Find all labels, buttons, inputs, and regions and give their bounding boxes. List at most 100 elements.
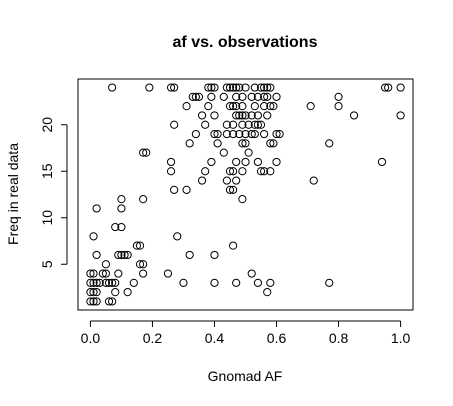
data-point	[173, 232, 182, 241]
data-point	[263, 92, 272, 101]
data-point	[247, 111, 256, 120]
data-point	[228, 185, 238, 194]
data-point	[238, 92, 247, 101]
data-point	[207, 92, 216, 101]
data-point	[256, 83, 266, 92]
data-point	[86, 288, 95, 297]
data-point	[123, 250, 132, 260]
data-point	[132, 241, 142, 250]
data-point	[222, 129, 231, 139]
x-tick-label: 0.6	[267, 330, 287, 346]
data-point	[204, 83, 213, 92]
data-point	[225, 185, 235, 194]
data-point	[225, 167, 235, 176]
data-point	[334, 92, 343, 101]
data-point	[384, 83, 393, 92]
data-point	[247, 92, 256, 101]
data-point	[377, 157, 387, 167]
data-point	[263, 111, 272, 120]
data-point	[117, 204, 126, 213]
data-point	[101, 278, 111, 287]
data-point	[244, 148, 253, 157]
data-point	[235, 129, 244, 139]
data-point	[325, 278, 334, 287]
data-point	[114, 250, 123, 260]
y-tick-label: 10	[39, 210, 55, 226]
data-point	[256, 167, 266, 176]
data-point	[135, 260, 145, 269]
data-point	[111, 222, 120, 232]
data-point	[219, 92, 228, 101]
data-point	[92, 250, 101, 260]
data-point	[263, 83, 272, 92]
data-point	[201, 120, 210, 129]
data-point	[253, 157, 263, 167]
data-point	[222, 83, 231, 92]
data-point	[260, 129, 269, 139]
data-point	[238, 102, 247, 111]
data-point	[260, 83, 269, 92]
data-point	[139, 195, 148, 204]
data-point	[272, 129, 281, 139]
data-point	[197, 111, 207, 120]
data-point	[241, 139, 250, 148]
data-point	[241, 111, 250, 120]
data-point	[228, 102, 238, 111]
data-point	[86, 278, 95, 287]
data-point	[101, 269, 111, 278]
data-point	[92, 288, 101, 297]
data-point	[213, 139, 222, 148]
data-point	[89, 278, 98, 287]
data-point	[129, 278, 138, 287]
data-point	[241, 83, 250, 92]
data-point	[232, 278, 241, 287]
data-point	[266, 102, 275, 111]
data-point	[228, 129, 238, 139]
data-point	[228, 120, 238, 129]
data-point	[111, 288, 120, 297]
data-point	[238, 139, 247, 148]
data-point	[250, 83, 259, 92]
data-point	[104, 297, 114, 306]
data-point	[250, 129, 259, 139]
data-point	[222, 120, 231, 129]
data-point	[182, 102, 191, 111]
x-tick-label: 0.0	[81, 330, 101, 346]
data-point	[228, 241, 238, 250]
y-tick-label: 5	[39, 260, 55, 268]
data-point	[166, 167, 176, 176]
data-point	[170, 120, 179, 129]
data-point	[266, 167, 275, 176]
x-tick-label: 0.4	[205, 330, 225, 346]
data-point	[210, 278, 219, 287]
data-point	[232, 83, 241, 92]
data-point	[185, 139, 194, 148]
data-point	[247, 129, 256, 139]
data-point	[86, 297, 95, 306]
data-point	[108, 297, 117, 306]
plot-area-frame	[77, 78, 414, 311]
data-point	[170, 83, 179, 92]
data-point	[182, 185, 191, 194]
data-point	[179, 278, 188, 287]
data-point	[250, 102, 259, 111]
data-point	[275, 129, 284, 139]
data-point	[92, 278, 101, 287]
data-point	[232, 102, 241, 111]
data-point	[191, 92, 200, 101]
data-point	[272, 92, 281, 101]
data-point	[306, 102, 315, 111]
data-point	[117, 195, 126, 204]
data-point	[225, 83, 235, 92]
data-point	[139, 269, 148, 278]
data-point	[238, 120, 247, 129]
data-point	[108, 83, 117, 92]
data-point	[185, 250, 194, 260]
data-point	[163, 269, 173, 278]
data-point	[117, 222, 126, 232]
data-point	[145, 83, 154, 92]
data-point	[108, 278, 117, 287]
data-point	[111, 278, 120, 287]
data-point	[166, 157, 176, 167]
data-point	[166, 83, 176, 92]
